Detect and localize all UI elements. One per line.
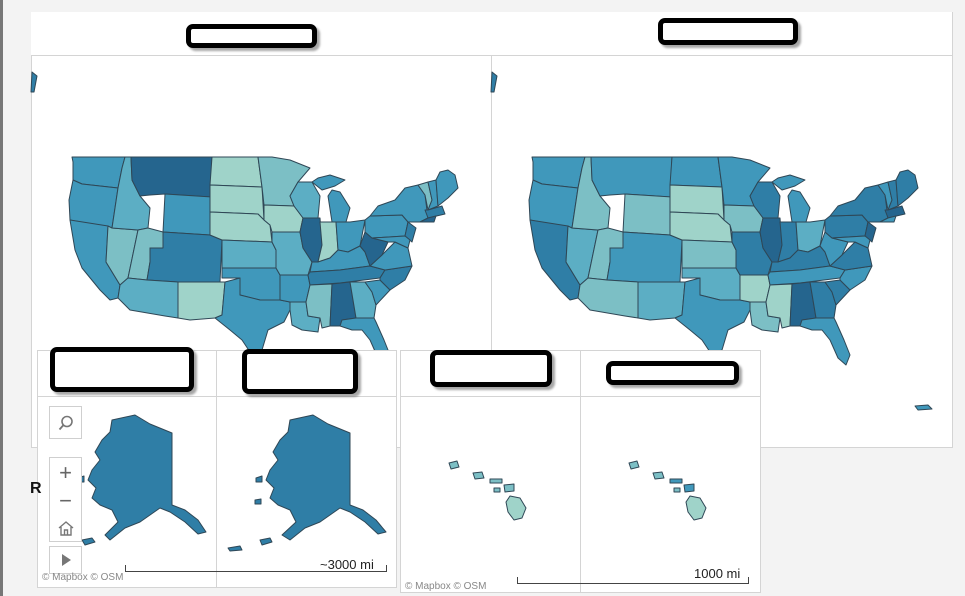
state-florida[interactable] [799,317,851,366]
inset-header-line-hawaii [400,396,761,397]
state-new-hampshire[interactable] [427,179,439,211]
hawaii-maui[interactable] [683,483,695,493]
redacted-title-hawaii-2 [606,361,739,385]
play-icon [61,554,71,566]
partial-text: R [30,480,42,497]
map-header-left [31,12,492,56]
scale-label-alaska: ~3000 mi [320,557,374,572]
home-icon [58,520,73,536]
lower48-states [68,156,459,366]
hawaii-molokai[interactable] [489,478,503,484]
play-button[interactable] [49,546,82,574]
alaska-island [227,545,243,552]
hawaii-maui[interactable] [503,483,515,493]
home-button[interactable] [49,514,82,542]
state-new-jersey[interactable] [404,221,417,243]
state-wisconsin[interactable] [289,181,321,219]
zoom-out-button[interactable]: − [49,487,82,514]
hawaii-kauai[interactable] [448,460,460,470]
hawaii-map-2[interactable] [180,0,965,596]
state-new-hampshire[interactable] [887,179,899,211]
alaska-island [255,475,263,483]
alaska-island [254,498,262,505]
alaska-island [259,537,273,546]
state-south-carolina[interactable] [824,279,851,306]
hawaii-lanai[interactable] [493,487,501,493]
state-massachusetts[interactable] [424,205,446,219]
hawaii-oahu[interactable] [652,471,665,480]
state-maryland[interactable] [831,235,871,249]
state-nebraska[interactable] [209,211,273,243]
partial-shape-left [30,71,38,93]
state-wisconsin[interactable] [749,181,781,219]
map-search-button[interactable] [49,406,82,439]
state-massachusetts[interactable] [884,205,906,219]
state-alaska[interactable] [265,414,387,541]
redacted-title-hawaii-1 [430,350,552,387]
hawaii-big-island[interactable] [505,495,527,521]
inset-divider-hawaii [580,350,581,593]
search-icon [58,415,73,430]
redacted-title-alaska-2 [242,349,358,394]
state-alaska[interactable] [87,414,207,541]
state-maine[interactable] [895,169,919,207]
hawaii-kauai[interactable] [628,460,640,470]
state-maryland[interactable] [371,235,411,249]
state-connecticut[interactable] [419,215,437,223]
inset-divider-alaska [216,350,217,588]
hawaii-big-island[interactable] [685,495,707,521]
zoom-in-button[interactable]: + [49,457,82,487]
state-south-carolina[interactable] [364,279,391,306]
map-attribution-left[interactable]: © Mapbox © OSM [42,572,124,583]
state-texas[interactable] [674,277,751,356]
alaska-island [81,537,96,546]
state-maine[interactable] [435,169,459,207]
small-island [914,404,933,411]
map-attribution-right[interactable]: © Mapbox © OSM [405,581,487,592]
scale-label-hawaii: 1000 mi [694,566,741,581]
state-arizona[interactable] [117,277,179,319]
state-mississippi[interactable] [305,283,333,329]
hawaii-oahu[interactable] [472,471,485,480]
partial-shape [490,71,498,93]
window-edge [0,0,3,596]
state-texas[interactable] [214,277,291,356]
state-nebraska[interactable] [669,211,733,243]
us-map-right[interactable] [460,0,965,596]
redacted-title-left [186,24,317,48]
redacted-title-right [658,18,798,45]
state-colorado[interactable] [146,231,223,283]
state-connecticut[interactable] [879,215,897,223]
hawaii-molokai[interactable] [669,478,683,484]
state-new-jersey[interactable] [864,221,877,243]
scale-bar-alaska [125,565,387,572]
state-colorado[interactable] [606,231,683,283]
redacted-title-alaska-1 [50,347,194,392]
state-arizona[interactable] [577,277,639,319]
scale-bar-hawaii [517,577,749,584]
inset-header-line-alaska [37,396,397,397]
hawaii-lanai[interactable] [673,487,681,493]
state-mississippi[interactable] [765,283,793,329]
